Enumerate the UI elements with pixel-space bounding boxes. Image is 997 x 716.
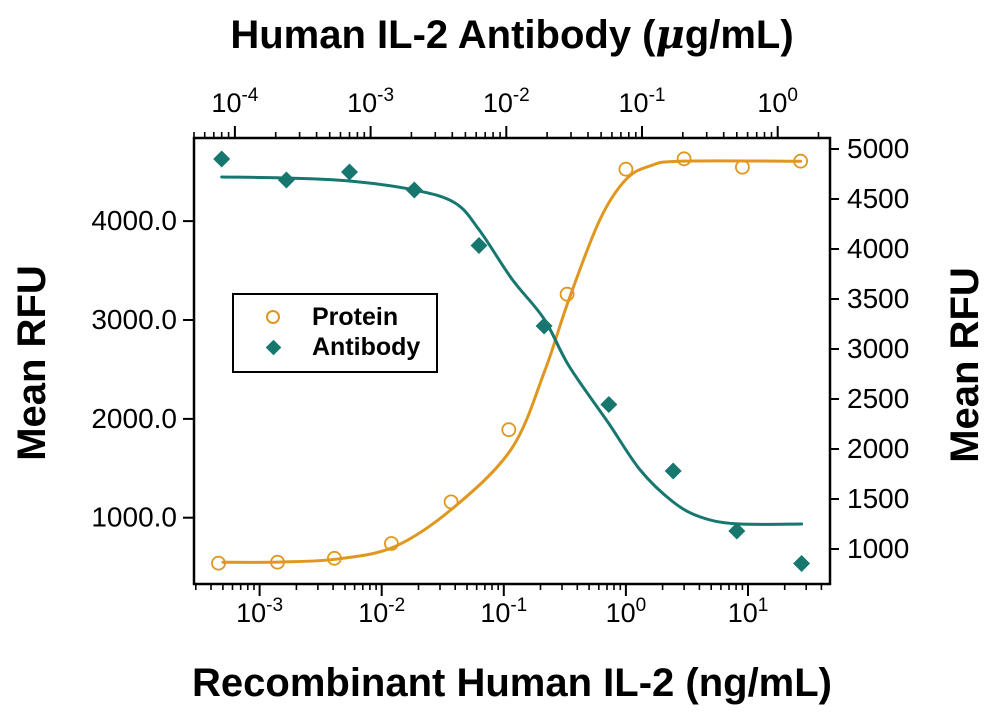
left-axis-tick-label: 1000.0 bbox=[91, 502, 177, 533]
right-axis-tick-label: 4000 bbox=[847, 233, 909, 264]
bottom-axis-tick-label: 10-3 bbox=[236, 595, 283, 628]
protein-data-point bbox=[501, 422, 517, 438]
right-axis-tick-label: 2000 bbox=[847, 433, 909, 464]
protein-data-point bbox=[735, 159, 750, 175]
top-axis-title: Human IL-2 Antibody (μg/mL) bbox=[194, 11, 830, 58]
mu-symbol: μ bbox=[655, 11, 685, 58]
antibody-data-point bbox=[793, 555, 811, 572]
protein-data-point bbox=[326, 550, 342, 566]
antibody-data-point bbox=[470, 237, 488, 254]
protein-fit-curve bbox=[221, 159, 803, 564]
protein-open-circle-icon bbox=[266, 310, 280, 324]
bottom-axis-tick-label: 101 bbox=[728, 595, 769, 628]
right-axis-tick-label: 1500 bbox=[847, 483, 909, 514]
legend-label-protein: Protein bbox=[312, 302, 399, 331]
top-axis-title-suffix: g/mL) bbox=[684, 13, 794, 57]
antibody-data-point bbox=[277, 171, 295, 189]
right-axis-tick-label: 3000 bbox=[847, 333, 909, 364]
antibody-data-point bbox=[213, 150, 231, 168]
antibody-data-point bbox=[535, 317, 553, 335]
protein-data-point bbox=[443, 494, 459, 510]
right-axis-tick-label: 1000 bbox=[847, 533, 909, 564]
bottom-axis-tick-label: 100 bbox=[606, 595, 647, 628]
legend-item-protein: Protein bbox=[234, 303, 436, 331]
antibody-filled-diamond-icon bbox=[265, 339, 281, 355]
protein-data-point bbox=[793, 153, 808, 169]
protein-data-point bbox=[676, 151, 692, 167]
antibody-data-point bbox=[405, 181, 423, 199]
bottom-axis-tick-label: 10-2 bbox=[358, 595, 405, 628]
top-axis-title-prefix: Human IL-2 Antibody ( bbox=[230, 13, 656, 57]
legend-marker-cell bbox=[234, 339, 312, 355]
protein-data-point bbox=[211, 555, 226, 571]
legend-marker-cell bbox=[234, 310, 312, 324]
protein-data-point bbox=[618, 161, 634, 177]
top-axis-tick-label: 10-3 bbox=[347, 85, 394, 118]
top-axis-tick-label: 10-1 bbox=[619, 85, 666, 118]
antibody-data-point bbox=[728, 522, 746, 540]
right-axis-tick-label: 3500 bbox=[847, 283, 909, 314]
bottom-axis-tick-label: 10-1 bbox=[480, 595, 527, 628]
right-axis-tick-label: 2500 bbox=[847, 383, 909, 414]
left-y-axis-title: Mean RFU bbox=[10, 265, 54, 461]
left-axis-tick-label: 4000.0 bbox=[91, 205, 177, 236]
antibody-data-point bbox=[341, 163, 358, 181]
left-axis-tick-label: 2000.0 bbox=[91, 403, 177, 434]
left-axis-tick-label: 3000.0 bbox=[91, 304, 177, 335]
protein-data-point bbox=[270, 554, 285, 570]
top-axis-tick-label: 100 bbox=[757, 85, 798, 118]
plot-frame bbox=[192, 136, 832, 586]
antibody-data-point bbox=[600, 396, 618, 413]
right-axis-tick-label: 4500 bbox=[847, 183, 909, 214]
top-axis-tick-label: 10-4 bbox=[211, 85, 258, 118]
legend-label-antibody: Antibody bbox=[312, 332, 421, 361]
top-axis-tick-label: 10-2 bbox=[483, 85, 530, 118]
bottom-axis-title: Recombinant Human IL-2 (ng/mL) bbox=[192, 661, 832, 705]
right-y-axis-title: Mean RFU bbox=[943, 267, 987, 463]
legend-item-antibody: Antibody bbox=[234, 333, 436, 361]
right-axis-tick-label: 5000 bbox=[847, 133, 909, 164]
antibody-data-point bbox=[664, 462, 682, 480]
protein-data-point bbox=[383, 536, 399, 551]
protein-data-point bbox=[559, 286, 575, 302]
legend: Protein Antibody bbox=[232, 293, 438, 373]
